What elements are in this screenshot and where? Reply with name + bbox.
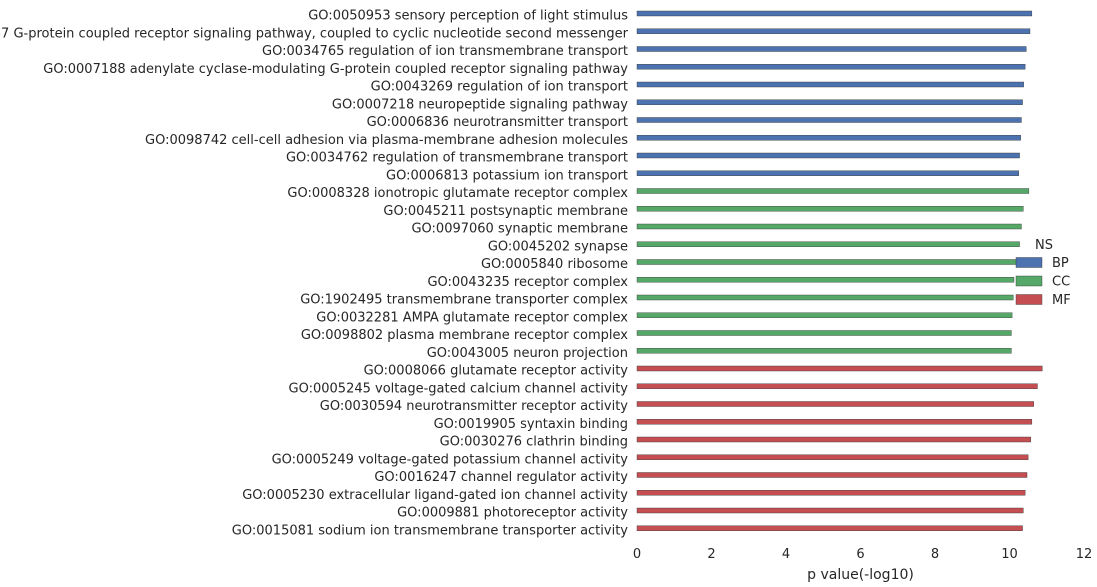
category-label: GO:0043005 neuron projection [427,346,628,361]
x-tick-label: 2 [707,547,715,562]
category-label: GO:0043235 receptor complex [427,275,628,290]
x-tick-label: 6 [856,547,864,562]
category-label: GO:0005840 ribosome [481,257,628,272]
bar-cc-18 [636,330,1012,336]
category-label: GO:0030276 clathrin binding [440,435,628,450]
category-label: GO:0098742 cell-cell adhesion via plasma… [145,133,628,148]
category-label: GO:0034765 regulation of ion transmembra… [262,44,628,59]
category-label: GO:0045211 postsynaptic membrane [383,204,628,219]
bar-bp-6 [636,117,1022,123]
bar-bp-1 [636,28,1031,34]
x-tick-label: 10 [1001,547,1018,562]
category-label: GO:0008328 ionotropic glutamate receptor… [287,186,628,201]
category-label: GO:0030594 neurotransmitter receptor act… [320,399,629,414]
category-label: GO:0032281 AMPA glutamate receptor compl… [316,310,628,325]
bar-mf-26 [636,472,1028,478]
x-axis-title: p value(-log10) [807,567,914,583]
legend-label-cc: CC [1052,275,1070,290]
category-label: GO:0006836 neurotransmitter transport [367,115,628,130]
x-axis: 0 2 4 6 8 10 12 [633,547,1092,562]
bar-mf-23 [636,419,1033,425]
category-label: GO:0015081 sodium ion transmembrane tran… [232,523,628,538]
category-label: GO:0005230 extracellular ligand-gated io… [242,488,628,503]
bar-bp-0 [636,10,1033,17]
legend: NS BP CC MF [1015,238,1071,308]
bar-bp-4 [636,81,1024,88]
category-label: GO:0009881 photoreceptor activity [397,506,628,521]
legend-swatch-mf [1015,294,1043,305]
category-label: GO:0008066 glutamate receptor activity [364,364,629,379]
bar-bp-3 [636,64,1026,70]
bar-mf-25 [636,454,1029,460]
bar-mf-22 [636,401,1034,407]
bar-cc-14 [636,259,1018,265]
bar-cc-10 [636,188,1030,194]
category-label: GO:0097060 synaptic membrane [411,222,628,237]
bar-mf-21 [636,383,1038,389]
category-label: GO:0050953 sensory perception of light s… [308,9,628,24]
bar-cc-19 [636,348,1012,354]
legend-title: NS [1035,238,1053,253]
category-label: GO:0007188 adenylate cyclase-modulating … [43,62,628,77]
bars-layer [636,10,1043,531]
x-tick-label: 8 [931,547,939,562]
category-label: GO:0098802 plasma membrane receptor comp… [301,328,628,343]
legend-label-bp: BP [1052,256,1069,271]
bar-mf-29 [636,525,1023,531]
bar-mf-28 [636,507,1024,514]
bar-bp-5 [636,99,1023,105]
bar-cc-15 [636,277,1015,283]
category-label: GO:0007218 neuropeptide signaling pathwa… [332,97,628,112]
category-label: GO:0016247 channel regulator activity [374,470,628,485]
x-tick-label: 12 [1076,547,1093,562]
bar-mf-20 [636,365,1043,372]
category-label: GO:0005249 voltage-gated potassium chann… [272,452,629,467]
bar-cc-17 [636,312,1013,318]
bar-bp-7 [636,135,1021,141]
category-labels: GO:0050953 sensory perception of light s… [0,9,629,539]
x-tick-label: 0 [633,547,641,562]
category-label: GO:0005245 voltage-gated calcium channel… [289,381,629,396]
x-tick-label: 4 [782,547,790,562]
bar-mf-27 [636,490,1026,496]
bar-bp-9 [636,170,1020,176]
category-label: GO:0045202 synapse [488,239,628,254]
legend-swatch-bp [1015,257,1043,268]
bar-mf-24 [636,436,1031,443]
legend-swatch-cc [1015,275,1043,287]
bar-cc-16 [636,294,1014,301]
category-label: GO:0034762 regulation of transmembrane t… [286,151,628,166]
bar-cc-12 [636,223,1022,230]
bar-cc-11 [636,206,1024,212]
category-label: GO:0007187 G-protein coupled receptor si… [0,26,629,41]
bar-bp-2 [636,46,1027,52]
category-label: GO:0043269 regulation of ion transport [371,80,628,95]
category-label: GO:0019905 syntaxin binding [434,417,628,432]
bar-bp-8 [636,152,1020,159]
category-label: GO:1902495 transmembrane transporter com… [300,293,628,308]
legend-label-mf: MF [1052,293,1071,308]
bar-cc-13 [636,241,1020,247]
category-label: GO:0006813 potassium ion transport [386,168,628,183]
